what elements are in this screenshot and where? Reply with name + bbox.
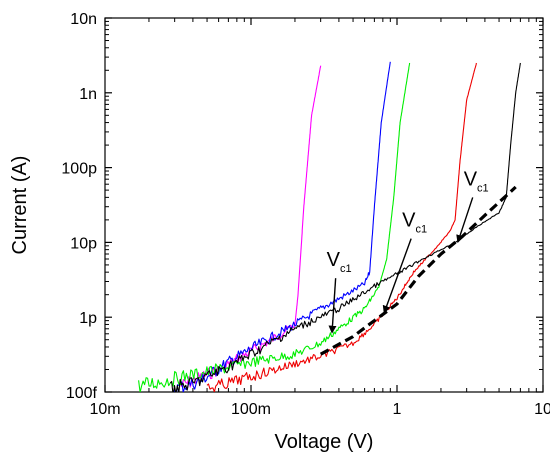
series-line-2 (138, 62, 411, 392)
y-tick-label: 100f (66, 385, 98, 402)
x-tick-label: 10m (89, 401, 120, 418)
y-tick-label: 10p (70, 235, 97, 252)
x-tick-label: 100m (231, 401, 271, 418)
x-axis-title: Voltage (V) (275, 431, 374, 453)
series-line-4 (169, 62, 521, 392)
axis-ticks: 10m 100m 1 10 100f 1p 10p 100p 1n 10n (61, 11, 550, 418)
x-tick-label: 10 (534, 401, 550, 418)
annotation-arrow (328, 278, 337, 334)
y-tick-label: 1n (79, 86, 97, 103)
fit-dashed-line (319, 185, 517, 356)
series-group (138, 61, 521, 392)
annotation-arrow (456, 197, 474, 244)
series-line-0 (180, 65, 322, 388)
y-tick-label: 1p (79, 310, 97, 327)
y-tick-label: 10n (70, 11, 97, 28)
y-axis-title: Current (A) (9, 156, 31, 255)
annotation-group: Vc1 Vc1 Vc1 (327, 168, 489, 334)
series-line-3 (206, 62, 477, 392)
annotation-label: Vc1 (327, 249, 352, 275)
plot-frame (104, 17, 544, 393)
x-tick-label: 1 (393, 401, 402, 418)
y-tick-label: 100p (61, 161, 97, 178)
annotation-label: Vc1 (402, 210, 427, 236)
annotation-label: Vc1 (464, 168, 489, 194)
annotation-arrow (382, 238, 412, 314)
series-line-1 (174, 61, 391, 392)
